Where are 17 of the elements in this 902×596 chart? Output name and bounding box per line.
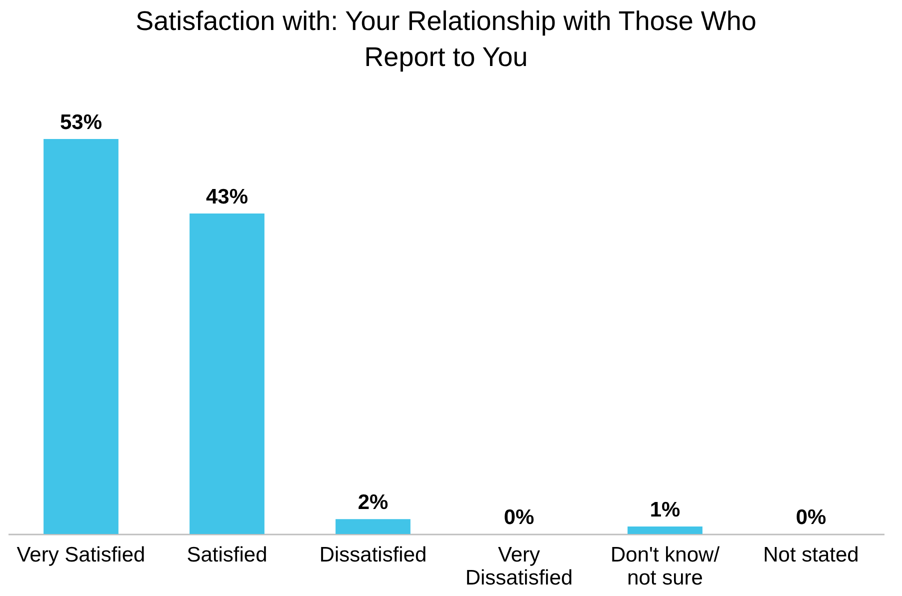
x-tick-label: Not stated: [763, 544, 859, 566]
bar: [190, 214, 264, 534]
chart-title: Satisfaction with: Your Relationship with Those Who Report to You: [136, 6, 756, 72]
bar: [336, 519, 410, 534]
x-tick-label: Satisfied: [186, 544, 268, 566]
data-label: 53%: [60, 111, 102, 134]
data-label: 0%: [796, 506, 826, 529]
bar: [44, 139, 118, 534]
bar: [628, 526, 702, 534]
data-label: 43%: [206, 186, 248, 209]
x-tick-label: Don't know/ not sure: [610, 544, 720, 590]
data-label: 1%: [650, 498, 680, 522]
x-tick-label: Very Satisfied: [16, 544, 146, 566]
x-tick-label: Dissatisfied: [319, 544, 427, 566]
x-tick-label: Very Dissatisfied: [465, 544, 573, 590]
data-label: 0%: [504, 506, 534, 529]
data-label: 2%: [358, 491, 388, 514]
